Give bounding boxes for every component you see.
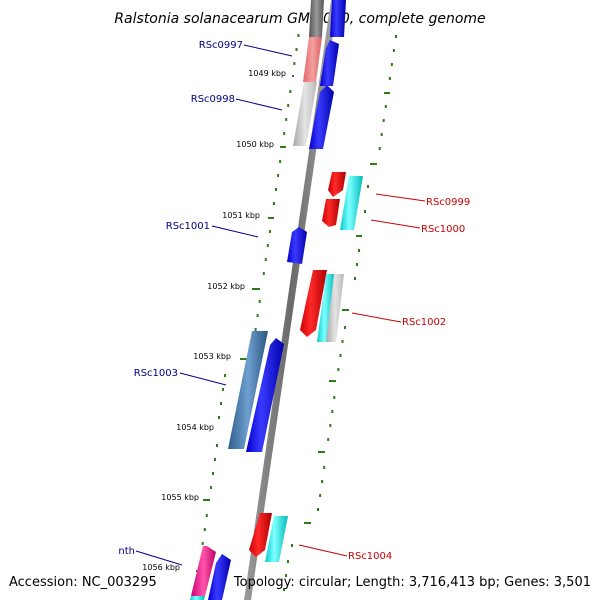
gene-blue-feature[interactable] bbox=[320, 40, 339, 86]
gene-rsc1003-feature[interactable] bbox=[228, 331, 268, 449]
position-tick-labels: 1049 kbp 1050 kbp 1051 kbp 1052 kbp 1053… bbox=[142, 69, 286, 572]
partial-gene-top-blue bbox=[330, 0, 346, 37]
genome-backbone bbox=[244, 0, 338, 600]
gene-blue-bottom-feature[interactable] bbox=[208, 554, 231, 600]
tick-label: 1055 kbp bbox=[161, 493, 199, 502]
tick-label: 1054 kbp bbox=[176, 423, 214, 432]
tick-label: 1049 kbp bbox=[248, 69, 286, 78]
gene-label-rsc0998[interactable]: RSc0998 bbox=[191, 94, 235, 105]
gene-rsc1002-red-feature[interactable] bbox=[300, 270, 327, 337]
gene-rsc1000-cyan-feature[interactable] bbox=[340, 176, 363, 230]
map-title: Ralstonia solanacearum GMI1000, complete… bbox=[114, 11, 485, 27]
gene-label-rsc1000[interactable]: RSc1000 bbox=[421, 224, 465, 235]
gene-cyan-bottom-feature[interactable] bbox=[190, 596, 205, 600]
gene-label-nth[interactable]: nth bbox=[118, 546, 135, 557]
gene-rsc1002-cyan-feature[interactable] bbox=[317, 274, 335, 342]
genome-stats-label: Topology: circular; Length: 3,716,413 bp… bbox=[233, 575, 591, 590]
gene-labels: RSc0997 RSc0998 RSc0999 RSc1000 RSc1001 … bbox=[118, 40, 470, 562]
tick-label: 1051 kbp bbox=[222, 211, 260, 220]
gene-label-rsc1001[interactable]: RSc1001 bbox=[166, 221, 210, 232]
gene-label-rsc1003[interactable]: RSc1003 bbox=[134, 368, 178, 379]
gene-rsc1004-red-feature[interactable] bbox=[249, 513, 272, 557]
gene-rsc0999-feature[interactable] bbox=[328, 172, 346, 197]
gene-rsc1004-cyan-feature[interactable] bbox=[265, 516, 288, 562]
gene-gray-feature[interactable] bbox=[293, 82, 317, 146]
gene-rsc1001-feature[interactable] bbox=[287, 227, 307, 264]
gene-rsc1002-gray-feature[interactable] bbox=[326, 274, 344, 342]
tick-label: 1050 kbp bbox=[236, 140, 274, 149]
gene-label-rsc1004[interactable]: RSc1004 bbox=[348, 551, 392, 562]
forward-strand-tick-track bbox=[283, 35, 397, 591]
tick-label: 1053 kbp bbox=[193, 352, 231, 361]
reverse-strand-tick-track bbox=[196, 34, 300, 587]
tick-label: 1052 kbp bbox=[207, 282, 245, 291]
tick-label: 1056 kbp bbox=[142, 563, 180, 572]
gene-label-rsc0997[interactable]: RSc0997 bbox=[199, 40, 243, 51]
gene-nth-feature[interactable] bbox=[191, 546, 216, 596]
gene-rsc1000-red-feature[interactable] bbox=[322, 199, 340, 227]
gene-label-rsc0999[interactable]: RSc0999 bbox=[426, 197, 470, 208]
gene-blue-large-feature[interactable] bbox=[246, 338, 284, 452]
partial-gene-top-gray bbox=[309, 0, 324, 37]
gene-label-rsc1002[interactable]: RSc1002 bbox=[402, 317, 446, 328]
gene-rsc0997-feature[interactable] bbox=[303, 37, 322, 82]
gene-rsc0998-feature[interactable] bbox=[309, 85, 334, 149]
accession-label: Accession: NC_003295 bbox=[9, 575, 157, 590]
gene-label-leaders bbox=[135, 44, 426, 566]
